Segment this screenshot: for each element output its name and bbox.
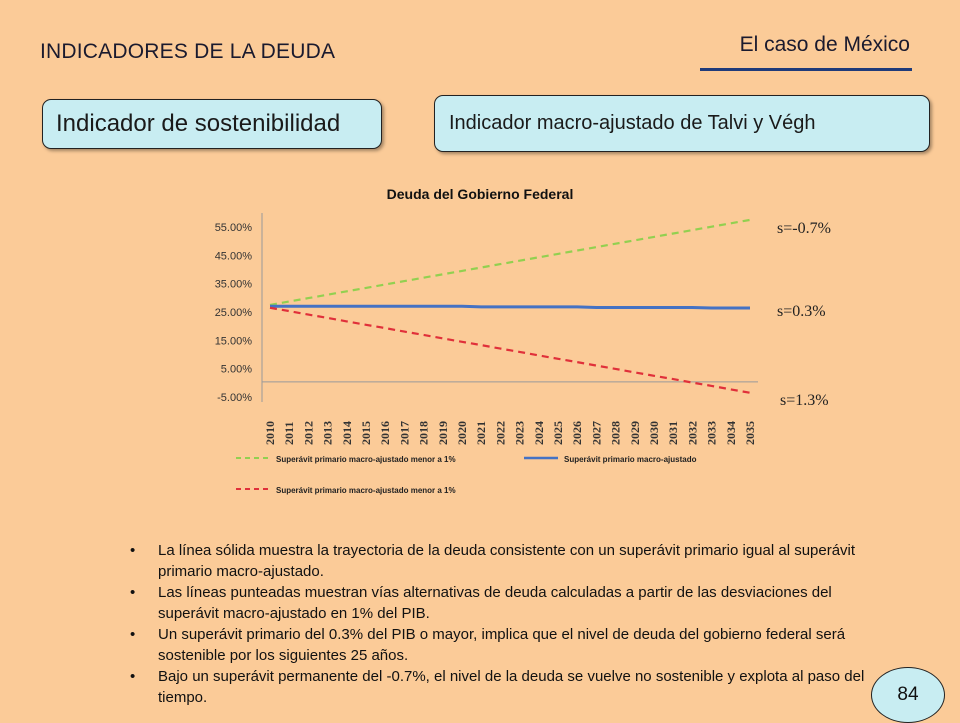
series-annotation: s=-0.7% — [777, 220, 831, 237]
case-title-underline — [700, 68, 912, 71]
page-number-badge: 84 — [871, 667, 945, 723]
legend-label: Superávit primario macro-ajustado menor … — [276, 455, 456, 464]
x-tick-label: 2026 — [570, 421, 584, 445]
series-annotation: s=0.3% — [777, 303, 826, 320]
series-line-base — [270, 304, 750, 310]
y-tick-label: 35.00% — [215, 279, 253, 291]
y-tick-label: -5.00% — [217, 392, 252, 404]
section-title: INDICADORES DE LA DEUDA — [40, 40, 336, 63]
x-tick-label: 2024 — [532, 421, 546, 445]
x-tick-label: 2020 — [455, 421, 469, 445]
x-tick-label: 2018 — [417, 421, 431, 445]
series-annotation: s=1.3% — [780, 392, 829, 409]
x-tick-label: 2030 — [647, 421, 661, 445]
x-tick-label: 2025 — [551, 421, 565, 445]
x-tick-label: 2032 — [685, 421, 699, 445]
bullet-item: Las líneas punteadas muestran vías alter… — [130, 582, 870, 624]
y-tick-label: 55.00% — [215, 222, 253, 234]
page-number: 84 — [897, 684, 919, 705]
x-tick-label: 2027 — [589, 421, 603, 445]
y-tick-label: 45.00% — [215, 250, 253, 262]
x-tick-label: 2013 — [321, 421, 335, 445]
x-tick-label: 2022 — [493, 421, 507, 445]
bullet-item: Un superávit primario del 0.3% del PIB o… — [130, 624, 870, 666]
x-tick-label: 2012 — [301, 421, 315, 445]
case-title: El caso de México — [739, 33, 910, 56]
x-tick-label: 2028 — [609, 421, 623, 445]
x-tick-label: 2021 — [474, 421, 488, 445]
chart-title: Deuda del Gobierno Federal — [386, 186, 574, 202]
x-tick-label: 2015 — [359, 421, 373, 445]
x-tick-label: 2019 — [436, 421, 450, 445]
indicator-box-talvi-vegh-label: Indicador macro-ajustado de Talvi y Végh — [449, 112, 816, 134]
bullet-item: Bajo un superávit permanente del -0.7%, … — [130, 666, 870, 708]
x-tick-label: 2017 — [397, 421, 411, 445]
indicator-box-talvi-vegh: Indicador macro-ajustado de Talvi y Végh — [434, 95, 930, 152]
y-tick-label: 25.00% — [215, 307, 253, 319]
x-tick-label: 2010 — [263, 421, 277, 445]
series-line-upper — [269, 218, 751, 306]
series-line-lower — [269, 306, 751, 394]
x-tick-label: 2011 — [282, 422, 296, 445]
x-tick-label: 2029 — [628, 421, 642, 445]
x-tick-label: 2035 — [743, 421, 757, 445]
bullet-item: La línea sólida muestra la trayectoria d… — [130, 540, 870, 582]
y-tick-label: 5.00% — [221, 364, 252, 376]
indicator-box-sustainability-label: Indicador de sostenibilidad — [56, 110, 341, 137]
legend-label: Superávit primario macro-ajustado — [564, 455, 697, 464]
legend-label: Superávit primario macro-ajustado menor … — [276, 486, 456, 495]
bullet-list: La línea sólida muestra la trayectoria d… — [130, 540, 870, 708]
x-tick-label: 2014 — [340, 421, 354, 445]
x-tick-label: 2023 — [513, 421, 527, 445]
x-tick-label: 2034 — [724, 421, 738, 445]
x-tick-label: 2033 — [705, 421, 719, 445]
x-tick-label: 2016 — [378, 421, 392, 445]
indicator-box-sustainability: Indicador de sostenibilidad — [42, 99, 382, 149]
x-tick-label: 2031 — [666, 421, 680, 445]
y-tick-label: 15.00% — [215, 335, 253, 347]
